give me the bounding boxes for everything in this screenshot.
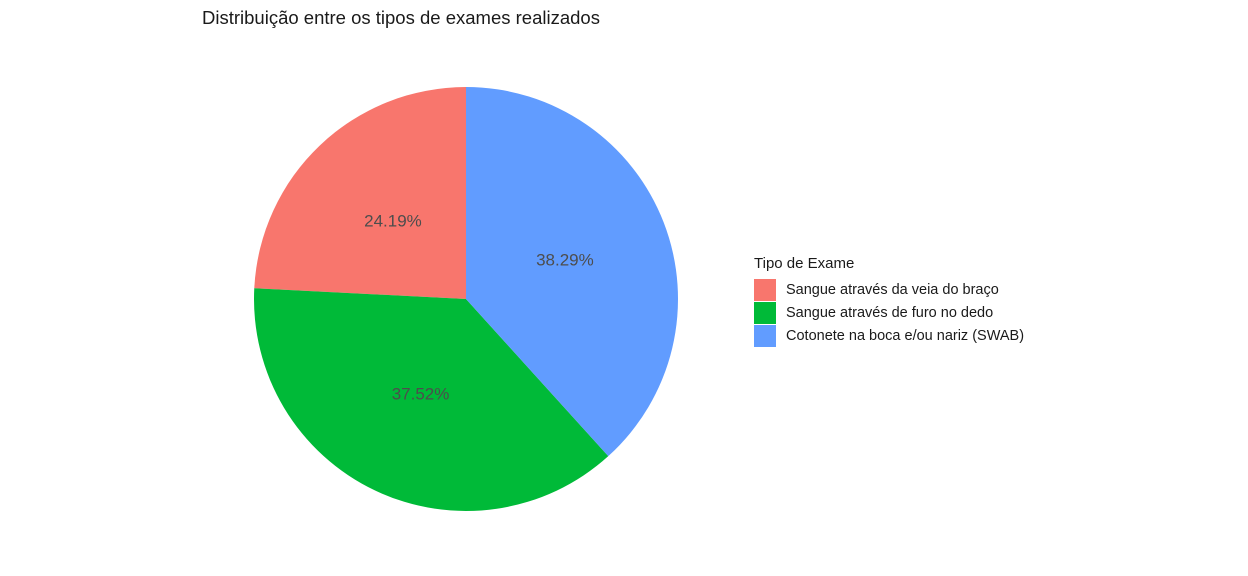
pie-slice-labels: 24.19% 37.52% 38.29% [364,212,594,404]
pie-slice-3 [466,86,679,457]
slice-label-1: 24.19% [364,212,422,231]
legend-key-2 [754,302,776,324]
legend: Tipo de Exame Sangue através da veia do … [754,255,1024,347]
legend-label-2: Sangue através de furo no dedo [786,305,993,321]
pie-slice-2 [254,288,609,512]
legend-items: Sangue através da veia do braço Sangue at… [754,279,1024,347]
legend-label-1: Sangue através da veia do braço [786,282,999,298]
legend-label-3: Cotonete na boca e/ou nariz (SWAB) [786,328,1024,344]
pie-slice-1 [254,87,466,299]
chart-title: Distribuição entre os tipos de exames re… [202,7,600,28]
legend-key-3 [754,325,776,347]
slice-label-2: 37.52% [392,384,450,403]
legend-key-1 [754,279,776,301]
slice-label-3: 38.29% [536,250,594,269]
pie-slices [254,86,679,512]
legend-title: Tipo de Exame [754,255,854,272]
